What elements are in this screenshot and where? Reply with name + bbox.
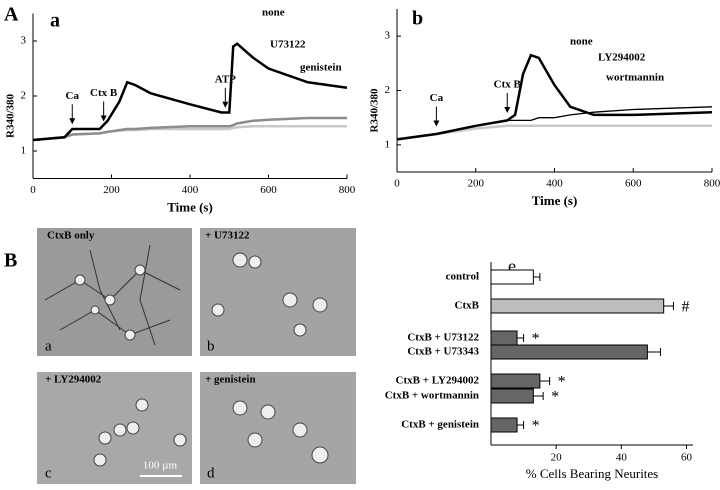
y-tick-label: 1: [21, 145, 27, 157]
category-label: CtxB + LY294002: [396, 375, 480, 387]
micrographs: CtxB only + U73122 + LY294002 + genistei…: [37, 228, 356, 484]
micrograph: [200, 228, 356, 356]
chart-title: e: [508, 256, 516, 276]
error-bar: [533, 392, 544, 400]
micrograph-title: + genistein: [205, 374, 256, 386]
x-axis-label: Time (s): [167, 199, 213, 214]
series-line: [32, 116, 347, 142]
significance: *: [551, 389, 559, 406]
panel-label: B: [4, 250, 17, 272]
category-label: CtxB: [455, 300, 480, 312]
annotation-arrowhead: [100, 115, 107, 122]
micrograph: [37, 228, 192, 356]
x-tick-label: 0: [394, 178, 400, 190]
x-tick-label: 800: [704, 178, 720, 190]
annotation-arrowhead: [504, 106, 511, 113]
x-tick-label: 400: [182, 184, 199, 196]
y-tick-label: 3: [385, 30, 391, 42]
x-tick-label: 800: [339, 184, 356, 196]
error-bar: [517, 334, 525, 342]
cells: [74, 252, 329, 467]
annotation: Ca: [430, 92, 444, 104]
series-label: U73122: [270, 39, 306, 51]
micrograph-label: b: [207, 338, 215, 354]
significance: *: [558, 374, 566, 391]
micrograph-label: d: [207, 465, 215, 481]
category-label: CtxB + U73122: [407, 332, 479, 344]
series-line: [32, 42, 348, 142]
annotation: Ctx B: [494, 78, 522, 90]
bar: [490, 373, 541, 389]
x-tick-label: 200: [468, 178, 485, 190]
x-tick-label: 200: [103, 184, 120, 196]
bar: [490, 269, 534, 285]
significance: #: [681, 299, 689, 316]
significance: *: [532, 418, 540, 435]
category-label: control: [446, 271, 479, 283]
micrograph: [200, 372, 356, 484]
annotation-arrowhead: [222, 101, 229, 108]
x-tick-label: 20: [551, 452, 563, 464]
error-bar: [663, 302, 674, 310]
bar: [490, 344, 648, 360]
series-line: [396, 53, 713, 141]
y-tick-label: 3: [21, 35, 27, 47]
micrograph-label: c: [45, 465, 52, 481]
x-tick-label: 40: [616, 452, 628, 464]
series-line: [396, 124, 712, 141]
x-axis-label: Time (s): [532, 193, 578, 208]
scale-bar-label: 100 µm: [143, 460, 178, 472]
series-label: wortmannin: [606, 72, 664, 84]
micrograph-title: + LY294002: [45, 374, 102, 386]
x-tick-label: 600: [260, 184, 277, 196]
annotation: ATP: [215, 73, 236, 85]
series-label: LY294002: [598, 52, 646, 64]
y-tick-label: 1: [385, 138, 391, 150]
x-tick-label: 600: [625, 178, 642, 190]
micrograph-title: CtxB only: [47, 230, 95, 242]
x-tick-label: 0: [30, 184, 36, 196]
bar: [490, 298, 665, 314]
annotation: Ctx B: [90, 87, 118, 99]
bar: [490, 417, 518, 433]
y-axis-label: R340/380: [369, 88, 381, 133]
annotation-arrowhead: [69, 118, 76, 125]
annotation-arrowhead: [433, 120, 440, 127]
error-bar: [539, 377, 551, 385]
error-bar: [517, 421, 525, 429]
chart-title: b: [412, 8, 423, 30]
bar: [490, 330, 518, 346]
x-tick-label: 400: [546, 178, 563, 190]
category-label: CtxB + U73343: [407, 346, 479, 358]
series-label: none: [570, 36, 593, 48]
series-label: none: [262, 7, 285, 19]
chart-title: a: [50, 10, 60, 32]
category-label: CtxB + wortmannin: [385, 390, 479, 402]
y-tick-label: 2: [385, 84, 391, 96]
micrograph-title: + U73122: [205, 230, 250, 242]
significance: *: [532, 331, 540, 348]
y-axis-label: R340/380: [5, 94, 17, 139]
series-line: [396, 106, 713, 141]
bar: [490, 388, 534, 404]
category-label: CtxB + genistein: [401, 419, 479, 431]
series-label: genistein: [300, 62, 342, 74]
x-axis-label: % Cells Bearing Neurites: [526, 466, 659, 481]
x-tick-label: 60: [681, 452, 693, 464]
annotation: Ca: [66, 90, 80, 102]
y-tick-label: 2: [21, 90, 27, 102]
error-bar: [647, 348, 661, 356]
error-bar: [533, 273, 541, 281]
panel-label: A: [4, 4, 19, 26]
micrograph-label: a: [45, 338, 52, 354]
